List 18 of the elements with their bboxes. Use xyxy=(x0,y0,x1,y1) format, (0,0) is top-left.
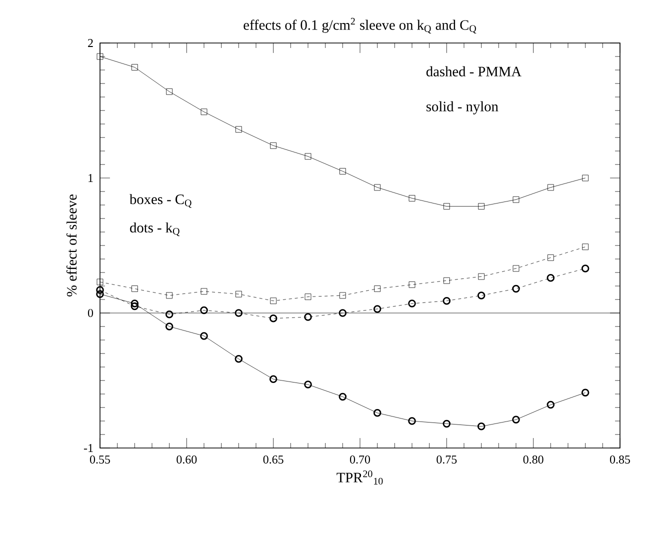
x-tick-label: 0.75 xyxy=(436,456,457,464)
y-tick-label: 1 xyxy=(88,174,93,182)
annotation: boxes - C$_{Q}$ xyxy=(130,194,192,208)
x-tick-label: 0.85 xyxy=(610,456,630,464)
x-tick-label: 0.60 xyxy=(176,456,197,464)
x-tick-label: 0.65 xyxy=(263,456,284,464)
y-tick-label: -1 xyxy=(84,444,93,452)
y-tick-label: 2 xyxy=(88,39,93,47)
x-tick-label: 0.55 xyxy=(90,456,110,464)
annotation: dashed - PMMA xyxy=(426,66,522,76)
x-tick-label: 0.70 xyxy=(350,456,370,464)
annotation: solid - nylon xyxy=(426,101,498,114)
chart-title: effects of 0.1 g/cm$^{2}$ sleeve on k$_{Q}$ and C$_{Q}$ xyxy=(244,18,476,34)
x-axis-title: TPR$^{20}$10 xyxy=(336,470,383,485)
y-axis-title: % effect of sleeve xyxy=(66,194,77,296)
x-tick-label: 0.80 xyxy=(523,456,544,464)
annotation: dots - k$_{Q}$ xyxy=(130,222,180,236)
y-tick-label: 0 xyxy=(88,308,94,318)
